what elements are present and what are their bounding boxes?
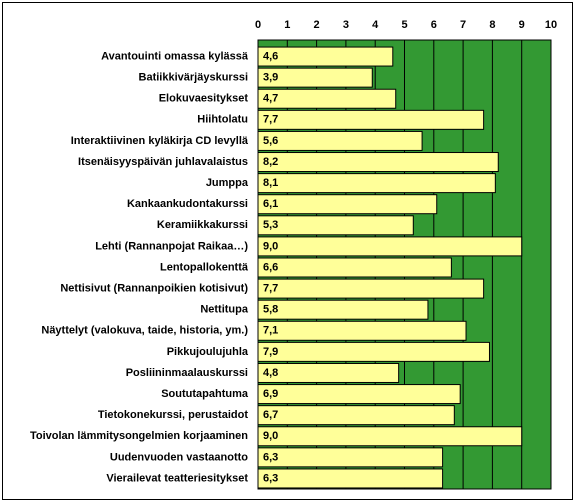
bar: [257, 257, 452, 278]
bar: [257, 468, 444, 489]
x-tick-label: 2: [314, 19, 320, 31]
bar: [257, 130, 423, 151]
value-label: 6,3: [263, 472, 278, 484]
x-tick-label: 5: [401, 19, 407, 31]
y-tick-label: Näyttelyt (valokuva, taide, historia, ym…: [41, 325, 248, 337]
value-label: 6,3: [263, 451, 278, 463]
y-tick-label: Pikkujoulujuhla: [167, 346, 249, 358]
y-tick-label: Soututapahtuma: [161, 388, 249, 400]
x-tick-label: 4: [372, 19, 379, 31]
bar: [257, 341, 490, 362]
y-tick-label: Vierailevat teatteriesitykset: [106, 472, 248, 484]
value-label: 6,1: [263, 198, 278, 210]
value-label: 5,6: [263, 135, 278, 147]
value-label: 4,8: [263, 367, 278, 379]
bar: [257, 173, 496, 194]
y-tick-label: Avantouinti omassa kylässä: [101, 50, 249, 62]
bar: [257, 236, 523, 257]
bar: [257, 278, 485, 299]
value-label: 7,1: [263, 325, 278, 337]
y-tick-label: Elokuvaesitykset: [159, 93, 249, 105]
y-tick-label: Tietokonekurssi, perustaidot: [98, 409, 249, 421]
value-label: 6,7: [263, 409, 278, 421]
x-tick-label: 9: [519, 19, 525, 31]
bar: [257, 88, 397, 109]
bar: [257, 320, 467, 341]
bar: [257, 426, 523, 447]
value-label: 5,8: [263, 304, 278, 316]
y-tick-label: Toivolan lämmitysongelmien korjaaminen: [30, 430, 248, 442]
value-label: 8,1: [263, 177, 278, 189]
value-label: 9,0: [263, 430, 278, 442]
value-label: 6,9: [263, 388, 278, 400]
bar: [257, 194, 438, 215]
y-tick-label: Interaktiivinen kyläkirja CD levyllä: [71, 135, 249, 147]
bar: [257, 384, 461, 405]
y-tick-label: Keramiikkakurssi: [157, 219, 248, 231]
value-label: 6,6: [263, 261, 278, 273]
value-label: 7,9: [263, 346, 278, 358]
x-tick-label: 6: [431, 19, 437, 31]
y-tick-label: Kankaankudontakurssi: [127, 198, 248, 210]
y-tick-label: Uudenvuoden vastaanotto: [110, 451, 248, 463]
x-tick-label: 0: [255, 19, 261, 31]
x-tick-label: 3: [343, 19, 349, 31]
bar: [257, 109, 485, 130]
bar: [257, 299, 429, 320]
y-tick-label: Hiihtolatu: [197, 114, 248, 126]
y-tick-label: Batiikkivärjäyskurssi: [139, 72, 248, 84]
y-tick-label: Jumppa: [206, 177, 249, 189]
x-tick-label: 1: [284, 19, 290, 31]
bar: [257, 46, 394, 67]
value-label: 3,9: [263, 72, 278, 84]
value-label: 9,0: [263, 240, 278, 252]
bar: [257, 362, 400, 383]
value-label: 5,3: [263, 219, 278, 231]
y-tick-label: Nettisivut (Rannanpoikien kotisivut): [60, 283, 248, 295]
y-tick-label: Itsenäisyyspäivän juhlavalaistus: [78, 156, 248, 168]
bar: [257, 215, 414, 236]
x-tick-label: 7: [460, 19, 466, 31]
y-tick-label: Lehti (Rannanpojat Raikaa…): [95, 240, 248, 252]
bar: [257, 152, 499, 173]
y-tick-label: Lentopallokenttä: [160, 261, 249, 273]
bar: [257, 447, 444, 468]
x-tick-label: 10: [545, 19, 557, 31]
value-label: 7,7: [263, 283, 278, 295]
y-tick-label: Nettitupa: [200, 304, 249, 316]
y-tick-label: Posliininmaalauskurssi: [126, 367, 248, 379]
bar: [257, 405, 455, 426]
bar: [257, 67, 373, 88]
value-label: 8,2: [263, 156, 278, 168]
x-tick-label: 8: [489, 19, 495, 31]
value-label: 4,6: [263, 50, 278, 62]
value-label: 7,7: [263, 114, 278, 126]
value-label: 4,7: [263, 93, 278, 105]
